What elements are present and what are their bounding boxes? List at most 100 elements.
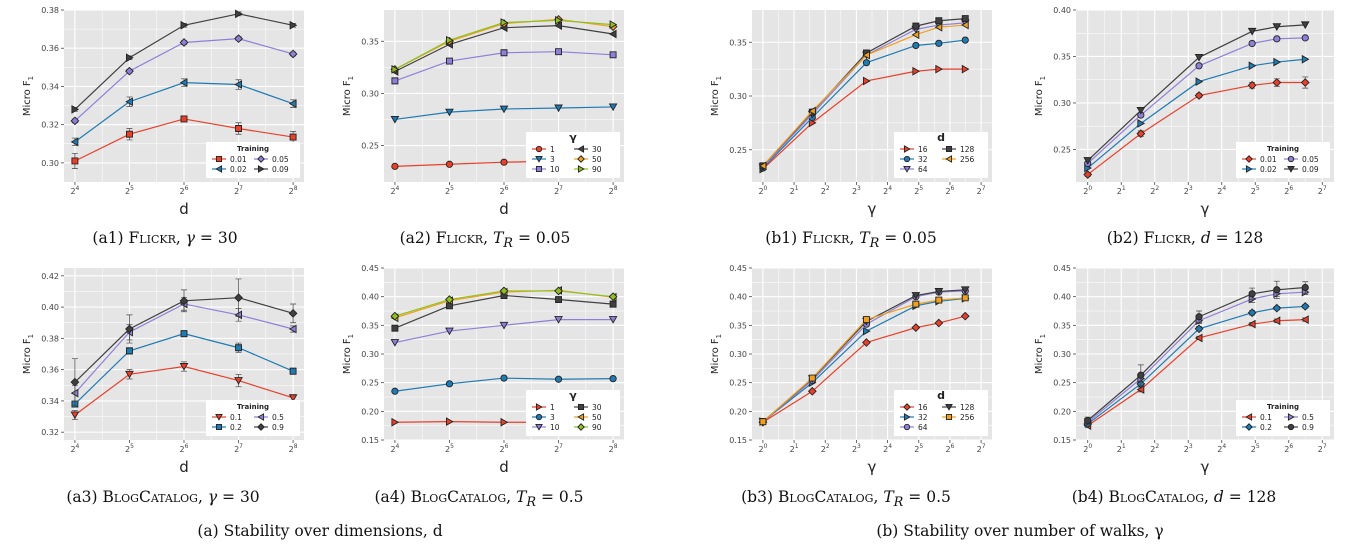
data-point <box>610 52 616 58</box>
data-point <box>962 295 968 301</box>
y-tick-label: 0.25 <box>1053 145 1071 154</box>
legend-label: 64 <box>918 165 928 174</box>
x-tick-label: 28 <box>289 185 298 196</box>
data-point <box>1274 287 1280 293</box>
y-tick-label: 0.35 <box>1053 52 1071 61</box>
y-tick-label: 0.35 <box>1053 321 1071 330</box>
caption-b3: (b3) BlogCatalog, TR = 0.5 <box>688 488 1004 510</box>
chart-b4: 0.15 0.20 0.25 0.30 0.35 0.40 0.45 20 21 22 23 24 25… <box>1012 258 1342 480</box>
data-point <box>809 375 815 381</box>
y-axis-title: Micro F1 <box>710 334 723 374</box>
x-tick-label: 20 <box>758 185 767 196</box>
y-tick-label: 0.38 <box>41 334 59 343</box>
y-tick-label: 0.40 <box>1053 6 1071 15</box>
y-tick-label: 0.42 <box>41 272 59 281</box>
legend-marker <box>904 424 909 429</box>
y-tick-label: 0.45 <box>1053 264 1071 273</box>
x-tick-label: 25 <box>445 185 454 196</box>
chart-a2: 0.25 0.30 0.35 24 25 26 27 28 d Micro F1 γ 1 3 10 30 50… <box>320 0 632 222</box>
x-tick-label: 27 <box>234 185 243 196</box>
legend-label: 0.09 <box>1302 165 1319 174</box>
x-axis-title: d <box>499 200 509 218</box>
data-point <box>962 37 968 43</box>
y-tick-label: 0.20 <box>729 407 747 416</box>
y-tick-label: 0.30 <box>41 159 59 168</box>
x-axis-title: γ <box>868 200 877 218</box>
x-tick-label: 26 <box>945 443 954 454</box>
y-tick-label: 0.36 <box>41 44 59 53</box>
legend-title: Training <box>237 403 269 411</box>
x-tick-label: 24 <box>1217 443 1226 454</box>
y-tick-label: 0.45 <box>729 264 747 273</box>
x-tick-label: 25 <box>125 443 134 454</box>
y-axis-title: Micro F1 <box>342 76 355 116</box>
x-tick-label: 25 <box>914 443 923 454</box>
legend-label: 0.1 <box>1260 413 1272 422</box>
legend-label: 256 <box>960 413 975 422</box>
y-axis-title: Micro F1 <box>710 76 723 116</box>
x-tick-label: 26 <box>180 443 189 454</box>
legend-label: 30 <box>592 145 602 154</box>
legend-marker <box>536 146 541 151</box>
x-tick-label: 26 <box>180 185 189 196</box>
data-point <box>610 301 616 307</box>
y-axis-title: Micro F1 <box>342 334 355 374</box>
data-point <box>392 388 398 394</box>
legend-label: 0.2 <box>1260 423 1272 432</box>
data-point <box>1302 35 1308 41</box>
legend-label: 0.02 <box>1260 165 1277 174</box>
x-tick-label: 21 <box>1117 443 1126 454</box>
x-axis-title: d <box>179 200 189 218</box>
data-point <box>392 163 398 169</box>
legend-label: 32 <box>918 413 928 422</box>
y-tick-label: 0.34 <box>41 397 59 406</box>
x-tick-label: 26 <box>500 443 509 454</box>
x-tick-label: 22 <box>821 185 830 196</box>
data-point <box>1302 284 1308 290</box>
legend-label: 0.9 <box>272 423 284 432</box>
legend-title: γ <box>569 389 577 402</box>
data-point <box>392 325 398 331</box>
legend-title: d <box>937 131 945 144</box>
caption-a3: (a3) BlogCatalog, γ = 30 <box>8 488 318 506</box>
y-tick-label: 0.25 <box>361 379 379 388</box>
legend-label: 0.1 <box>230 413 242 422</box>
legend-label: 16 <box>918 403 928 412</box>
legend-label: 0.9 <box>1302 423 1314 432</box>
x-tick-label: 24 <box>390 185 399 196</box>
chart-b2: 0.25 0.30 0.35 0.40 20 21 22 23 24 25 26 27 γ Micro F… <box>1012 0 1342 222</box>
x-tick-label: 23 <box>1184 443 1193 454</box>
x-tick-label: 20 <box>1083 185 1092 196</box>
caption-b4: (b4) BlogCatalog, d = 128 <box>1008 488 1340 506</box>
legend-title: d <box>937 389 945 402</box>
chart-svg-b3: 0.150.200.250.300.350.400.4520 21 22 23 24 25… <box>688 258 1000 480</box>
data-point <box>936 18 942 24</box>
y-tick-label: 0.25 <box>729 379 747 388</box>
y-tick-label: 0.25 <box>1053 379 1071 388</box>
y-tick-label: 0.30 <box>361 89 379 98</box>
legend-label: 128 <box>960 145 975 154</box>
y-tick-label: 0.34 <box>41 82 59 91</box>
legend-label: 256 <box>960 155 975 164</box>
chart-svg-b2: 0.250.300.350.4020 21 22 23 24 25 26 27γMicro F… <box>1012 0 1342 222</box>
group-caption-a: (a) Stability over dimensions, d <box>60 522 580 540</box>
data-point <box>1249 291 1255 297</box>
x-tick-label: 28 <box>289 443 298 454</box>
x-tick-label: 28 <box>609 443 618 454</box>
data-point <box>1085 417 1091 423</box>
data-point <box>446 381 452 387</box>
chart-b3: 0.15 0.20 0.25 0.30 0.35 0.40 0.45 20 21 22 23 24 25… <box>688 258 1000 480</box>
x-tick-label: 27 <box>234 443 243 454</box>
y-tick-label: 0.35 <box>729 321 747 330</box>
data-point <box>913 301 919 307</box>
y-axis-title: Micro F1 <box>22 76 35 116</box>
legend-label: 0.05 <box>1302 155 1319 164</box>
x-tick-label: 25 <box>445 443 454 454</box>
legend-label: 64 <box>918 423 928 432</box>
y-tick-label: 0.35 <box>729 38 747 47</box>
data-point <box>236 125 242 131</box>
data-point <box>1196 63 1202 69</box>
legend-label: 10 <box>550 423 560 432</box>
data-point <box>290 368 296 374</box>
